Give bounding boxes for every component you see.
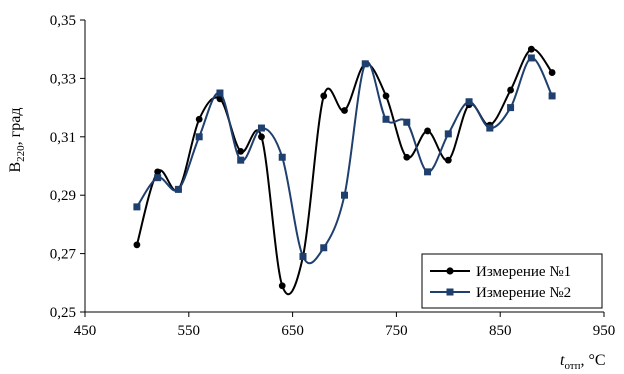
y-tick-label: 0,33: [50, 71, 76, 87]
data-point-square: [195, 133, 203, 141]
legend-item-series-2: Измерение №2: [430, 285, 571, 301]
legend-marker-square: [446, 288, 454, 296]
data-point-circle: [403, 153, 411, 161]
data-point-square: [257, 124, 265, 132]
data-point-square: [403, 118, 411, 126]
data-point-circle: [382, 92, 390, 100]
data-point-circle: [507, 86, 514, 94]
y-tick-label: 0,35: [50, 13, 76, 29]
data-point-circle: [258, 133, 265, 141]
series-line: [136, 56, 554, 265]
x-tick-label: 750: [385, 323, 408, 339]
data-point-circle: [424, 127, 431, 135]
y-tick-label: 0,31: [50, 130, 76, 146]
x-tick-label: 550: [178, 323, 201, 339]
y-tick-label: 0,27: [50, 247, 77, 263]
series-2: [133, 54, 556, 265]
data-point-circle: [341, 107, 348, 114]
y-tick-label: 0,25: [50, 305, 76, 321]
data-point-circle: [237, 148, 245, 155]
data-point-square: [527, 54, 535, 62]
data-point-square: [424, 168, 432, 176]
x-tick-label: 450: [74, 323, 97, 339]
data-point-circle: [154, 168, 162, 176]
data-point-square: [216, 89, 224, 97]
series-layer: [133, 45, 556, 296]
data-point-square: [382, 115, 390, 123]
data-point-square: [444, 130, 452, 138]
data-point-circle: [278, 282, 286, 290]
axes: [84, 20, 604, 313]
data-point-circle: [195, 115, 203, 123]
x-tick-label: 850: [489, 323, 512, 339]
x-tick-label: 950: [593, 323, 616, 339]
legend-marker-circle: [446, 267, 454, 275]
data-point-square: [507, 104, 515, 112]
data-point-square: [486, 124, 494, 132]
data-point-square: [133, 203, 141, 211]
data-point-circle: [320, 92, 328, 100]
data-point-circle: [444, 156, 452, 164]
data-point-square: [154, 174, 162, 182]
legend-label-series-2: Измерение №2: [476, 285, 571, 301]
data-point-circle: [527, 45, 535, 53]
legend: Измерение №1 Измерение №2: [421, 253, 603, 309]
data-point-square: [320, 244, 328, 252]
x-axis-label: tотп, °C: [560, 352, 606, 372]
y-tick-label: 0,29: [50, 188, 76, 204]
tick-labels: 0,25 0,27 0,29 0,31 0,33 0,35 450 550 650 750 850 9…: [50, 13, 616, 339]
legend-box: [421, 253, 603, 309]
data-point-square: [174, 185, 182, 193]
data-point-square: [278, 153, 286, 161]
legend-label-series-1: Измерение №1: [476, 264, 571, 280]
data-point-square: [299, 253, 307, 261]
data-point-square: [548, 92, 556, 100]
data-point-circle: [133, 241, 141, 249]
data-point-square: [341, 191, 348, 199]
data-point-square: [465, 98, 473, 106]
y-axis-label: B220, град: [7, 108, 27, 173]
legend-item-series-1: Измерение №1: [430, 264, 571, 280]
data-point-circle: [548, 69, 556, 76]
data-point-square: [361, 60, 369, 68]
x-tick-label: 650: [281, 323, 304, 339]
data-point-square: [237, 156, 245, 164]
